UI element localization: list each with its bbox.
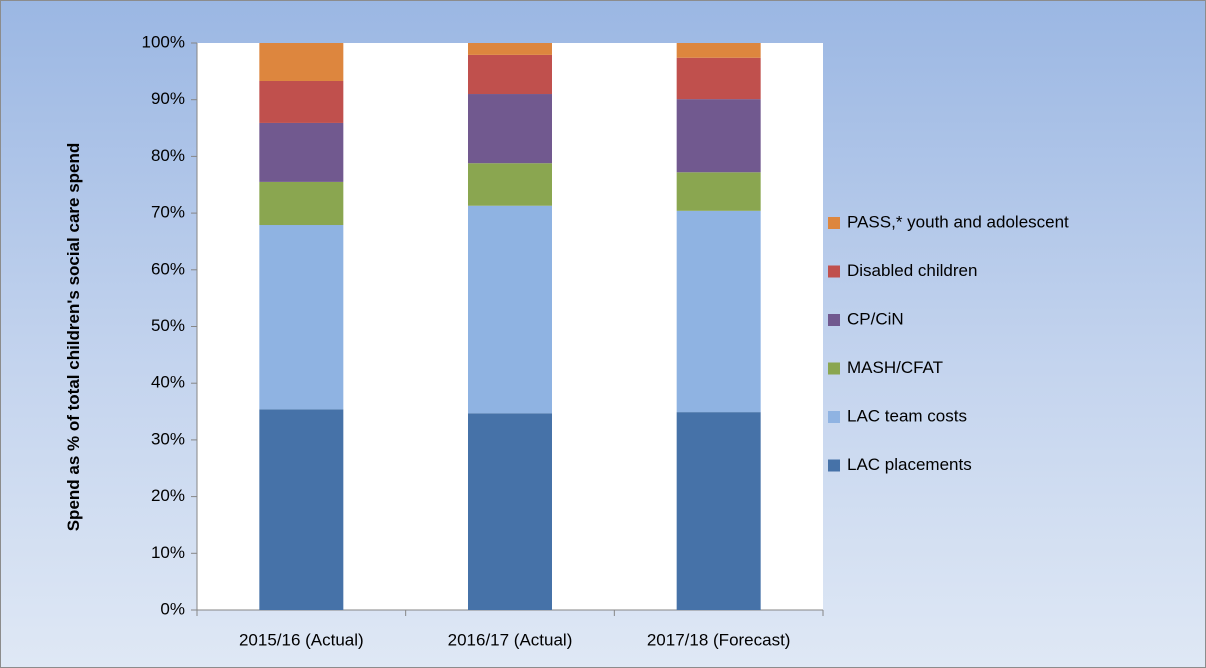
y-tick-label: 100% xyxy=(142,32,185,51)
y-tick-label: 10% xyxy=(151,543,185,562)
bar-segment xyxy=(259,80,344,123)
y-tick-label: 30% xyxy=(151,429,185,448)
legend-label: Disabled children xyxy=(847,261,977,280)
bar-segment xyxy=(468,43,552,55)
bar-segment xyxy=(468,94,552,164)
legend-label: LAC team costs xyxy=(847,406,967,425)
legend-label: LAC placements xyxy=(847,455,972,474)
x-tick-label: 2017/18 (Forecast) xyxy=(647,630,791,649)
y-tick-label: 50% xyxy=(151,316,185,335)
bar-segment xyxy=(676,172,761,211)
legend-swatch xyxy=(828,362,840,375)
bar-segment xyxy=(468,54,552,95)
bar-segment xyxy=(676,57,761,100)
bar-segment xyxy=(676,99,761,173)
y-tick-label: 80% xyxy=(151,146,185,165)
bar-segment xyxy=(468,163,552,206)
y-tick-label: 20% xyxy=(151,486,185,505)
legend-label: CP/CiN xyxy=(847,309,904,328)
legend-swatch xyxy=(828,217,840,229)
x-tick-label: 2015/16 (Actual) xyxy=(239,630,364,649)
legend-swatch xyxy=(828,314,840,326)
bar-segment xyxy=(259,225,344,410)
y-tick-label: 90% xyxy=(151,89,185,108)
bar-segment xyxy=(676,43,761,58)
y-axis-title: Spend as % of total children's social ca… xyxy=(64,142,83,532)
y-tick-label: 40% xyxy=(151,373,185,392)
y-tick-label: 60% xyxy=(151,259,185,278)
legend-label: PASS,* youth and adolescent xyxy=(847,212,1069,231)
legend-swatch xyxy=(828,265,840,278)
legend-label: MASH/CFAT xyxy=(847,358,943,377)
bar-segment xyxy=(468,413,552,610)
bar-segment xyxy=(468,205,552,414)
bar-segment xyxy=(259,409,344,610)
bar-segment xyxy=(676,210,761,413)
bar-segment xyxy=(676,412,761,610)
legend-swatch xyxy=(828,459,840,472)
y-tick-label: 70% xyxy=(151,203,185,222)
bar-segment xyxy=(259,43,344,81)
legend-swatch xyxy=(828,411,840,423)
y-tick-label: 0% xyxy=(160,599,185,618)
bar-segment xyxy=(259,122,344,182)
bar-segment xyxy=(259,181,344,226)
x-tick-label: 2016/17 (Actual) xyxy=(448,630,573,649)
